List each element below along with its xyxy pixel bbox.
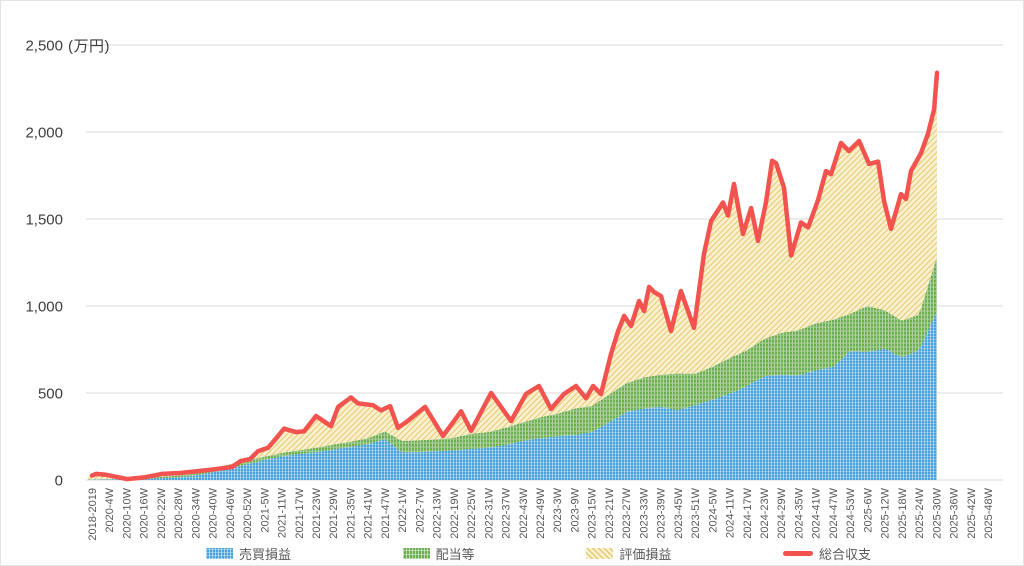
svg-text:2023-9W: 2023-9W xyxy=(569,487,581,532)
dividends-area xyxy=(88,259,937,480)
valuation-pnl-area xyxy=(88,72,937,480)
svg-text:2023-15W: 2023-15W xyxy=(587,487,599,538)
svg-text:2025-30W: 2025-30W xyxy=(931,487,943,538)
total-balance-line-icon xyxy=(782,550,813,556)
svg-text:2025-18W: 2025-18W xyxy=(897,487,909,538)
svg-text:2025-6W: 2025-6W xyxy=(862,487,874,532)
x-axis-tick-labels: 2018-2019 2020-4W 2020-10W 2020-16W 2020-22W… xyxy=(87,487,995,540)
svg-text:2022-25W: 2022-25W xyxy=(466,487,478,538)
stacked-areas xyxy=(88,72,937,480)
svg-text:2022-37W: 2022-37W xyxy=(501,487,513,538)
legend-item-dividends: 配当等 xyxy=(402,544,475,563)
svg-text:2021-35W: 2021-35W xyxy=(345,487,357,538)
svg-text:500: 500 xyxy=(38,386,63,403)
legend-label: 評価損益 xyxy=(619,546,672,562)
svg-text:2020-16W: 2020-16W xyxy=(139,487,151,538)
svg-text:2023-39W: 2023-39W xyxy=(656,487,668,538)
svg-text:2025-36W: 2025-36W xyxy=(949,487,961,538)
svg-text:2024-5W: 2024-5W xyxy=(707,487,719,532)
svg-text:2022-7W: 2022-7W xyxy=(414,487,426,532)
svg-text:2022-43W: 2022-43W xyxy=(518,487,530,538)
svg-text:2020-34W: 2020-34W xyxy=(190,487,202,538)
svg-text:2018-2019: 2018-2019 xyxy=(87,488,99,541)
trading-pnl-area xyxy=(88,313,937,480)
dividends-swatch-icon xyxy=(402,547,430,559)
svg-text:2024-53W: 2024-53W xyxy=(845,487,857,538)
svg-text:2023-51W: 2023-51W xyxy=(690,487,702,538)
y-axis-tick-labels: 0 500 1,000 1,500 2,000 2,500 xyxy=(25,38,63,490)
y-axis-unit-label: (万円) xyxy=(68,38,110,55)
svg-text:2021-29W: 2021-29W xyxy=(328,487,340,538)
svg-text:2022-13W: 2022-13W xyxy=(432,487,444,538)
svg-text:2023-33W: 2023-33W xyxy=(638,487,650,538)
trading-pnl-swatch-icon xyxy=(206,547,233,559)
svg-text:2023-45W: 2023-45W xyxy=(673,487,685,538)
legend-item-valuation-pnl: 評価損益 xyxy=(586,544,671,563)
legend-label: 売買損益 xyxy=(239,546,292,562)
svg-text:2024-35W: 2024-35W xyxy=(793,487,805,538)
svg-text:2024-41W: 2024-41W xyxy=(811,487,823,538)
svg-text:2022-19W: 2022-19W xyxy=(449,487,461,538)
svg-text:2020-28W: 2020-28W xyxy=(173,487,185,538)
svg-text:2021-11W: 2021-11W xyxy=(277,487,289,538)
svg-text:2021-23W: 2021-23W xyxy=(311,487,323,538)
svg-text:2023-3W: 2023-3W xyxy=(552,487,564,532)
svg-text:2024-29W: 2024-29W xyxy=(776,487,788,538)
svg-text:2022-49W: 2022-49W xyxy=(535,487,547,538)
svg-text:2023-27W: 2023-27W xyxy=(621,487,633,538)
svg-text:2023-21W: 2023-21W xyxy=(604,487,616,538)
svg-text:2020-4W: 2020-4W xyxy=(104,487,116,532)
svg-text:1,000: 1,000 xyxy=(25,299,63,316)
svg-text:0: 0 xyxy=(55,473,63,490)
svg-text:2021-47W: 2021-47W xyxy=(380,487,392,538)
svg-text:2025-24W: 2025-24W xyxy=(914,487,926,538)
svg-text:2020-46W: 2020-46W xyxy=(225,487,237,538)
valuation-pnl-swatch-icon xyxy=(586,547,614,559)
svg-text:2025-48W: 2025-48W xyxy=(983,487,995,538)
svg-text:2020-40W: 2020-40W xyxy=(208,487,220,538)
svg-text:2021-5W: 2021-5W xyxy=(259,487,271,532)
legend-item-total-balance: 総合収支 xyxy=(782,544,871,563)
legend-label: 配当等 xyxy=(435,546,475,562)
svg-text:2,000: 2,000 xyxy=(25,125,63,142)
svg-text:2020-52W: 2020-52W xyxy=(242,487,254,538)
svg-text:2022-31W: 2022-31W xyxy=(483,487,495,538)
svg-text:2024-11W: 2024-11W xyxy=(725,487,737,538)
svg-text:2022-1W: 2022-1W xyxy=(397,487,409,532)
legend-item-trading-pnl: 売買損益 xyxy=(206,544,291,563)
svg-text:2020-22W: 2020-22W xyxy=(156,487,168,538)
svg-text:2021-41W: 2021-41W xyxy=(363,487,375,538)
legend-label: 総合収支 xyxy=(818,546,871,562)
svg-text:2,500: 2,500 xyxy=(25,38,63,55)
svg-text:2024-23W: 2024-23W xyxy=(759,487,771,538)
svg-text:2025-12W: 2025-12W xyxy=(880,487,892,538)
svg-text:2024-17W: 2024-17W xyxy=(742,487,754,538)
svg-text:2021-17W: 2021-17W xyxy=(294,487,306,538)
total-balance-line xyxy=(89,70,940,482)
svg-text:2024-47W: 2024-47W xyxy=(828,487,840,538)
svg-text:2020-10W: 2020-10W xyxy=(121,487,133,538)
svg-text:2025-42W: 2025-42W xyxy=(966,487,978,538)
svg-text:1,500: 1,500 xyxy=(25,212,63,229)
chart-legend: 売買損益 配当等 評価損益 総合収支 xyxy=(206,544,871,562)
